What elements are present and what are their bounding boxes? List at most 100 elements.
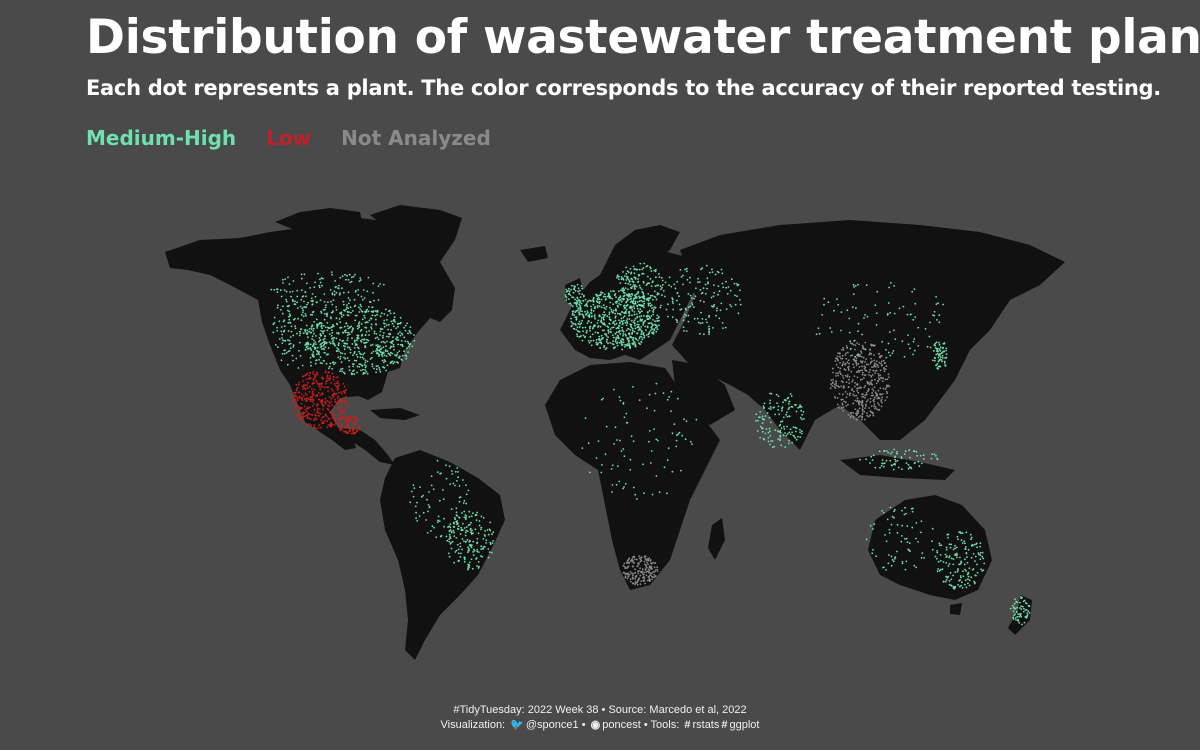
plant-dot — [871, 374, 874, 376]
plant-dot — [310, 328, 313, 330]
plant-dot — [937, 360, 940, 363]
plant-dot — [904, 506, 906, 509]
plant-dot — [845, 381, 848, 383]
plant-dot — [590, 308, 593, 311]
plant-dot — [890, 564, 893, 567]
plant-dot — [948, 555, 951, 557]
plant-dot — [312, 299, 314, 302]
plant-dot — [309, 371, 312, 374]
plant-dot — [348, 369, 351, 372]
plant-dot — [770, 408, 772, 410]
plant-dot — [602, 323, 605, 325]
plant-dot — [577, 307, 580, 310]
plant-dot — [835, 380, 837, 383]
plant-dot — [936, 352, 939, 355]
plant-dot — [594, 305, 597, 308]
plant-dot — [590, 300, 592, 302]
plant-dot — [564, 294, 567, 296]
plant-dot — [864, 341, 867, 344]
plant-dot — [631, 329, 634, 332]
plant-dot — [379, 334, 381, 336]
plant-dot — [309, 357, 312, 359]
plant-dot — [860, 361, 863, 363]
plant-dot — [846, 375, 849, 378]
plant-dot — [872, 369, 875, 372]
plant-dot — [729, 289, 732, 292]
plant-dot — [699, 289, 702, 291]
plant-dot — [976, 571, 979, 574]
plant-dot — [340, 326, 343, 329]
plant-dot — [853, 339, 856, 342]
plant-dot — [371, 314, 374, 317]
plant-dot — [979, 558, 982, 560]
plant-dot — [882, 450, 885, 452]
plant-dot — [637, 572, 640, 575]
plant-dot — [645, 284, 648, 286]
plant-dot — [637, 339, 639, 342]
plant-dot — [476, 511, 478, 514]
plant-dot — [857, 409, 859, 412]
plant-dot — [463, 556, 466, 559]
plant-dot — [296, 416, 299, 418]
plant-dot — [938, 544, 941, 547]
plant-dot — [888, 532, 891, 534]
plant-dot — [882, 380, 884, 383]
plant-dot — [307, 301, 309, 304]
plant-dot — [342, 291, 345, 294]
plant-dot — [644, 569, 647, 571]
plant-dot — [312, 426, 315, 428]
plant-dot — [834, 360, 837, 362]
plant-dot — [714, 273, 717, 276]
plant-dot — [964, 558, 966, 561]
plant-dot — [463, 558, 466, 561]
plant-dot — [777, 438, 779, 440]
plant-dot — [799, 431, 801, 434]
plant-dot — [323, 360, 325, 362]
plant-dot — [777, 409, 780, 411]
plant-dot — [734, 303, 737, 306]
plant-dot — [396, 352, 399, 354]
plant-dot — [353, 351, 356, 353]
plant-dot — [858, 343, 861, 346]
plant-dot — [649, 278, 652, 280]
plant-dot — [451, 540, 454, 543]
plant-dot — [301, 407, 303, 409]
plant-dot — [383, 354, 386, 357]
plant-dot — [852, 363, 854, 366]
plant-dot — [371, 365, 374, 368]
plant-dot — [296, 414, 299, 417]
plant-dot — [628, 573, 631, 576]
plant-dot — [907, 467, 910, 470]
plant-dot — [865, 393, 868, 396]
twitter-handle: @sponce1 — [525, 719, 579, 731]
plant-dot — [945, 546, 948, 549]
plant-dot — [601, 291, 604, 294]
plant-dot — [615, 331, 618, 334]
plant-dot — [329, 289, 332, 291]
plant-dot — [305, 324, 308, 327]
plant-dot — [913, 349, 916, 352]
plant-dot — [346, 339, 349, 342]
plant-dot — [326, 420, 329, 423]
plant-dot — [328, 365, 331, 368]
plant-dot — [682, 274, 684, 277]
plant-dot — [658, 324, 660, 327]
plant-dot — [619, 282, 622, 284]
plant-dot — [646, 557, 649, 560]
plant-dot — [349, 281, 351, 284]
plant-dot — [660, 288, 662, 291]
plant-dot — [325, 304, 327, 306]
plant-dot — [331, 414, 334, 416]
plant-dot — [316, 323, 318, 326]
plant-dot — [321, 362, 323, 365]
plant-dot — [487, 533, 490, 536]
plant-dot — [364, 372, 366, 375]
plant-dot — [934, 342, 937, 345]
plant-dot — [865, 458, 867, 461]
plant-dot — [625, 320, 628, 322]
plant-dot — [623, 304, 626, 307]
plant-dot — [457, 525, 460, 528]
plant-dot — [592, 327, 594, 330]
plant-dot — [909, 456, 911, 459]
plant-dot — [872, 414, 875, 417]
